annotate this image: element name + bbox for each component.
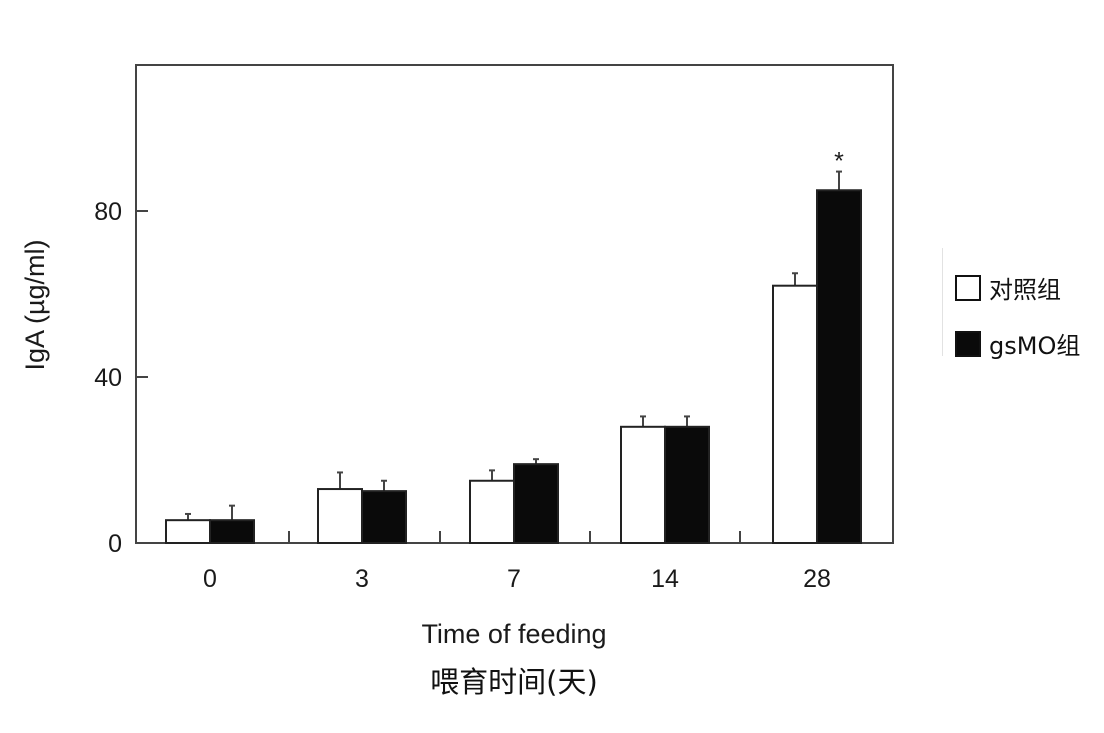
- bar-control: [772, 284, 818, 544]
- legend: 对照组 gsMO组: [942, 248, 1103, 360]
- bar-gsmo: [209, 519, 255, 544]
- bar-control: [317, 488, 363, 544]
- x-axis-title: Time of feeding: [421, 619, 606, 649]
- bar-control: [469, 479, 515, 544]
- x-tick-label: 0: [203, 565, 217, 593]
- legend-item-gsmo: gsMO组: [955, 326, 1080, 361]
- legend-swatch-control: [955, 274, 981, 301]
- bar-control: [620, 425, 666, 544]
- bar-control: [165, 519, 211, 544]
- legend-swatch-gsmo: [955, 330, 981, 357]
- legend-label-control: 对照组: [989, 276, 1061, 304]
- y-tick-label: 40: [94, 364, 122, 392]
- legend-label-gsmo: gsMO组: [989, 332, 1081, 360]
- x-axis-title-chinese: 喂育时间(天): [430, 665, 598, 699]
- legend-item-control: 对照组: [955, 270, 1061, 305]
- y-tick-label: 0: [108, 530, 122, 558]
- x-tick-label: 7: [507, 565, 521, 593]
- x-tick-label: 3: [355, 565, 369, 593]
- bar-gsmo: [816, 189, 862, 544]
- y-axis-title: IgA (µg/ml): [20, 239, 50, 370]
- x-tick-label: 28: [803, 565, 831, 593]
- significance-marker: *: [834, 148, 844, 176]
- x-tick-label: 14: [651, 565, 679, 593]
- bar-gsmo: [361, 490, 407, 544]
- bar-gsmo: [664, 425, 710, 544]
- plot-area: 0 40 80 0 3 7 14 28 *: [94, 64, 894, 593]
- y-tick-label: 80: [94, 198, 122, 226]
- bar-gsmo: [513, 463, 559, 544]
